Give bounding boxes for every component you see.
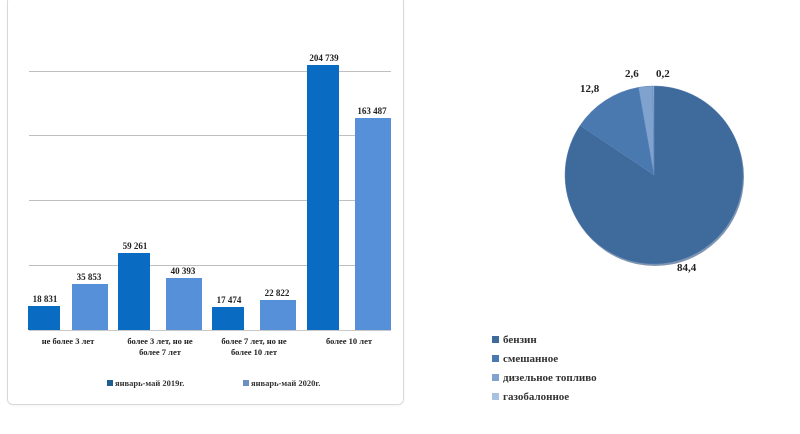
bar-value-label: 22 822: [264, 288, 290, 298]
pie-value-label: 2,6: [625, 68, 639, 80]
legend-label: бензин: [503, 333, 537, 346]
legend-label: январь-май 2019г.: [115, 378, 185, 388]
legend-swatch: [492, 374, 499, 381]
legend-label: смешанное: [503, 352, 559, 365]
bar-value-label: 163 487: [357, 106, 387, 116]
legend-swatch: [492, 355, 499, 362]
pie-legend: бензин смешанное дизельное топливо газобало…: [492, 330, 597, 406]
bar: [212, 307, 244, 330]
x-axis: [29, 330, 391, 331]
bar-value-label: 35 853: [76, 272, 102, 282]
legend-label: дизельное топливо: [503, 371, 597, 384]
gridline: [29, 200, 391, 201]
gridline: [29, 265, 391, 266]
pie-legend-item: газобалонное: [492, 387, 597, 406]
bar-value-label: 59 261: [122, 241, 148, 251]
pie-value-label: 84,4: [677, 262, 697, 274]
legend-swatch: [243, 380, 249, 386]
bar: [355, 118, 391, 330]
legend-swatch: [492, 393, 499, 400]
gridline: [29, 135, 391, 136]
legend-label: январь-май 2020г.: [251, 378, 321, 388]
pie-legend-item: смешанное: [492, 349, 597, 368]
bar-value-label: 204 739: [309, 53, 339, 63]
category-label: более 3 лет, но не более 7 лет: [127, 336, 193, 357]
pie-value-label: 0,2: [656, 68, 670, 80]
bar: [166, 278, 202, 330]
bar-value-label: 40 393: [170, 266, 196, 276]
legend-swatch: [492, 336, 499, 343]
legend-item: январь-май 2019г.: [107, 378, 184, 388]
bar: [28, 306, 60, 330]
pie-legend-item: бензин: [492, 330, 597, 349]
category-label: не более 3 лет: [41, 336, 95, 346]
bar-value-label: 17 474: [216, 295, 242, 305]
pie-slice: [579, 87, 655, 176]
bar: [118, 253, 150, 330]
legend-swatch: [107, 380, 113, 386]
legend-item: январь-май 2020г.: [243, 378, 320, 388]
gridline: [29, 71, 391, 72]
bar-value-label: 18 831: [32, 294, 58, 304]
legend-label: газобалонное: [503, 390, 570, 403]
bar: [72, 284, 108, 330]
bar-chart-frame: [7, 0, 404, 405]
pie-value-label: 12,8: [580, 83, 600, 95]
pie-legend-item: дизельное топливо: [492, 368, 597, 387]
category-label: более 10 лет: [325, 336, 373, 346]
bar: [307, 65, 339, 330]
pie-slice: [652, 85, 655, 176]
category-label: более 7 лет, но не более 10 лет: [221, 336, 287, 357]
bar: [260, 300, 296, 330]
